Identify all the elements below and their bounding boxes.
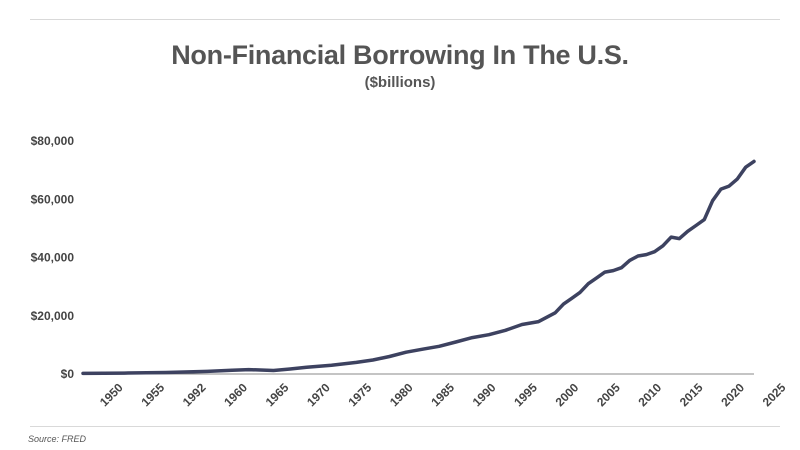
- x-tick-label: 2025: [760, 380, 789, 409]
- plot-area: [81, 159, 756, 376]
- bottom-divider: [30, 426, 780, 427]
- x-tick-label: 1950: [97, 380, 126, 409]
- y-tick-label: $40,000: [31, 251, 75, 265]
- x-tick-label: 1995: [511, 380, 540, 409]
- x-tick-label: 1985: [428, 380, 457, 409]
- x-tick-label: 2005: [594, 380, 623, 409]
- x-tick-label: 1980: [387, 380, 416, 409]
- x-tick-label: 1992: [180, 380, 209, 409]
- y-axis: $0 $20,000 $40,000 $60,000 $80,000: [31, 134, 75, 381]
- x-tick-label: 2015: [677, 380, 706, 409]
- y-tick-label: $0: [61, 367, 75, 381]
- chart-title: Non-Financial Borrowing In The U.S.: [171, 40, 629, 70]
- x-axis: 1950 1955 1992 1960 1965 1970 1975 1980 1985 1990…: [83, 373, 789, 409]
- x-tick-label: 1960: [221, 380, 250, 409]
- chart-subtitle: ($billions): [364, 74, 436, 91]
- y-tick-label: $20,000: [31, 309, 75, 323]
- x-tick-label: 1970: [304, 380, 333, 409]
- y-tick-label: $60,000: [31, 192, 75, 206]
- x-tick-label: 1990: [470, 380, 499, 409]
- x-tick-label: 2000: [553, 380, 582, 409]
- x-tick-label: 1955: [138, 380, 167, 409]
- x-tick-label: 2010: [635, 380, 664, 409]
- x-tick-label: 1975: [346, 380, 375, 409]
- top-divider: [30, 19, 780, 20]
- y-tick-label: $80,000: [31, 134, 75, 148]
- x-tick-label: 2020: [718, 380, 747, 409]
- series-line-0: [81, 159, 756, 376]
- source-note: Source: FRED: [28, 434, 87, 444]
- x-tick-label: 1965: [263, 380, 292, 409]
